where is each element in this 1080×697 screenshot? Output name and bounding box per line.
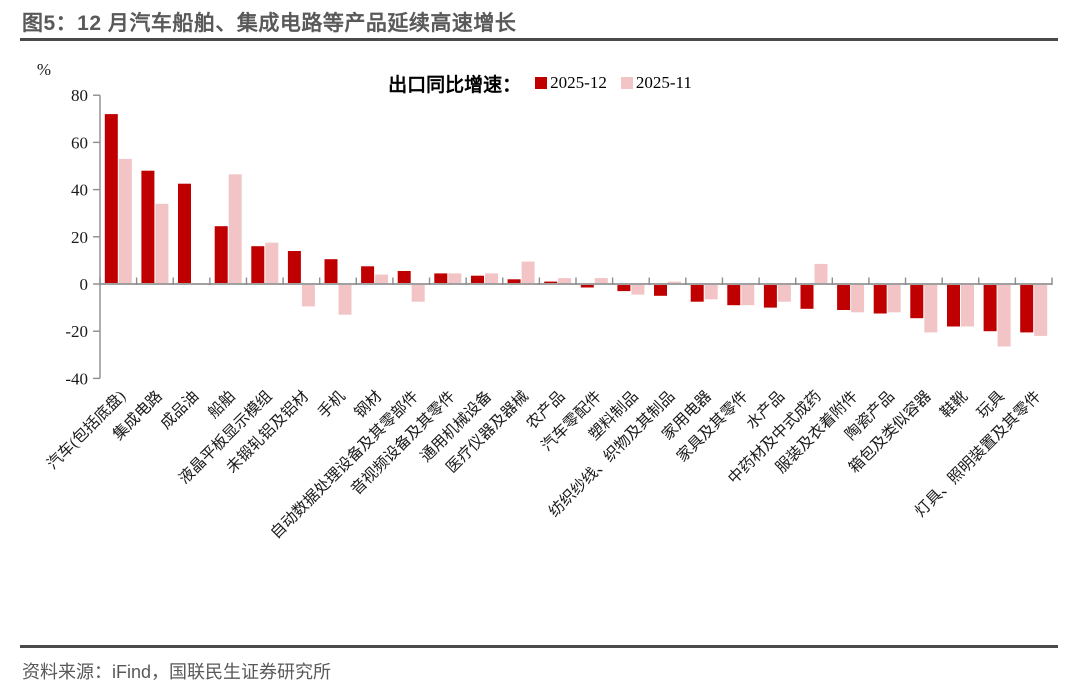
- bar-2025-11-15: [668, 281, 681, 284]
- bar-2025-12-25: [1020, 284, 1034, 333]
- legend-item-2025-11: 2025-11: [620, 73, 692, 93]
- bar-2025-11-3: [228, 174, 242, 284]
- bar-2025-12-1: [141, 170, 155, 284]
- bar-2025-12-11: [507, 279, 521, 284]
- x-category-label: 成品油: [157, 387, 203, 433]
- bar-2025-12-17: [727, 284, 741, 306]
- bar-2025-12-23: [947, 284, 960, 327]
- footer-rule: [20, 645, 1058, 648]
- bar-2025-11-12: [558, 278, 572, 284]
- bar-2025-11-24: [997, 284, 1011, 347]
- bar-2025-11-4: [265, 242, 279, 284]
- bar-2025-12-8: [397, 271, 411, 284]
- y-tick-label: -40: [65, 369, 88, 388]
- bar-chart: 80 60 40 20 0 -20 -40% 汽车(包括底盘) 集成电路 成品油 船舶 液晶平板显示模…: [0, 55, 1080, 645]
- bar-2025-12-16: [690, 284, 704, 302]
- bar-2025-12-4: [251, 246, 265, 284]
- y-tick-label: 40: [71, 181, 88, 200]
- legend-swatch-dec-icon: [535, 77, 548, 89]
- bar-2025-12-22: [910, 284, 924, 319]
- bar-2025-12-0: [104, 114, 118, 284]
- bar-2025-11-5: [301, 284, 315, 307]
- bar-2025-12-20: [837, 284, 851, 310]
- bar-2025-11-14: [631, 284, 645, 295]
- bar-2025-12-15: [654, 284, 667, 296]
- y-tick-label: -20: [65, 322, 88, 341]
- bar-2025-12-7: [361, 266, 375, 284]
- bar-2025-12-24: [983, 284, 997, 332]
- bar-2025-11-19: [814, 263, 828, 284]
- x-category-label: 鞋靴: [937, 387, 972, 422]
- bar-2025-11-10: [485, 273, 498, 284]
- bar-2025-11-17: [741, 284, 755, 306]
- bar-2025-11-13: [594, 278, 608, 284]
- bar-2025-11-9: [448, 273, 462, 284]
- y-tick-label: 0: [80, 275, 89, 294]
- title-underline: [20, 38, 1058, 41]
- bar-2025-12-5: [287, 251, 301, 284]
- bar-2025-12-12: [544, 281, 558, 284]
- source-note: 资料来源：iFind，国联民生证券研究所: [22, 662, 332, 682]
- bar-2025-11-23: [961, 284, 974, 327]
- legend-label-nov: 2025-11: [635, 73, 692, 92]
- bar-2025-11-0: [118, 158, 132, 284]
- legend-swatch-nov-icon: [620, 77, 633, 89]
- legend-label-dec: 2025-12: [550, 73, 607, 92]
- y-tick-label: 60: [71, 133, 88, 152]
- bar-2025-11-6: [338, 284, 352, 315]
- bar-2025-12-13: [580, 284, 594, 288]
- x-category-label: 手机: [314, 387, 349, 422]
- bars-group: [104, 114, 1048, 347]
- bar-2025-12-14: [617, 284, 631, 292]
- y-tick-label: 80: [71, 86, 88, 105]
- bar-2025-12-21: [873, 284, 887, 314]
- bar-2025-12-10: [471, 275, 484, 284]
- y-tick-label: 20: [71, 228, 88, 247]
- legend-title: 出口同比增速：: [388, 74, 522, 96]
- bar-2025-11-16: [704, 284, 718, 300]
- bar-2025-12-3: [214, 226, 228, 284]
- bar-2025-11-8: [411, 284, 425, 302]
- y-axis-unit-label: %: [37, 60, 51, 79]
- bar-2025-11-21: [887, 284, 901, 313]
- figure-title: 图5：12 月汽车船舶、集成电路等产品延续高速增长: [22, 12, 517, 35]
- bar-2025-12-2: [178, 183, 191, 284]
- bar-2025-11-20: [851, 284, 865, 313]
- bar-2025-11-22: [924, 284, 938, 333]
- bar-2025-12-6: [324, 259, 338, 284]
- bar-2025-11-25: [1034, 284, 1048, 336]
- bar-2025-11-18: [777, 284, 791, 302]
- legend-item-2025-12: 2025-12: [535, 73, 607, 93]
- bar-2025-11-1: [155, 203, 169, 284]
- bar-2025-12-9: [434, 273, 448, 284]
- bar-2025-12-19: [800, 284, 814, 309]
- bar-2025-11-7: [375, 274, 389, 284]
- chart-legend: 出口同比增速： 2025-12 2025-11: [0, 70, 1080, 96]
- bar-2025-11-11: [521, 261, 535, 284]
- bar-2025-12-18: [763, 284, 777, 308]
